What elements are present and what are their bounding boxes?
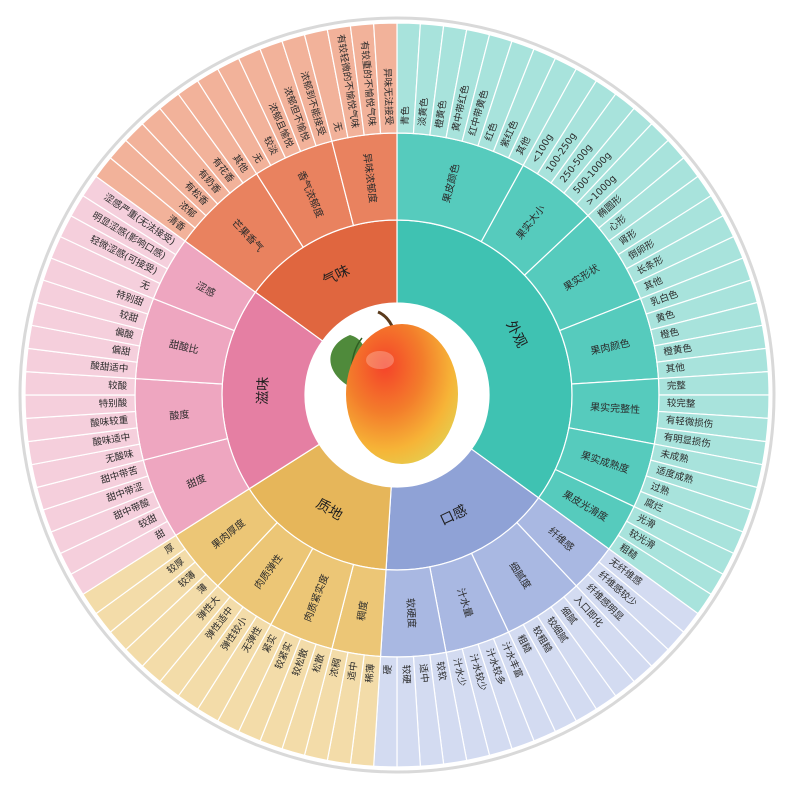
descriptor-label: 淡黄色 (416, 97, 431, 127)
mango-image (305, 303, 489, 487)
descriptor-label: 完整 (667, 379, 687, 392)
subcategory-label: 酸度 (169, 408, 190, 423)
descriptor-label: 较硬 (400, 665, 413, 685)
subcategory-label: 软硬度 (404, 598, 419, 629)
descriptor-label: 较完整 (667, 397, 696, 410)
descriptor-label: 橙色 (659, 326, 681, 342)
subcategory-label: 果实完整性 (590, 400, 641, 416)
descriptor-label: 较甜 (118, 308, 140, 325)
category-label: 滋味 (255, 377, 272, 405)
descriptor-label: 其他 (665, 361, 686, 375)
descriptor-label: 松散 (310, 652, 327, 674)
descriptor-label: 适中 (345, 661, 360, 682)
wheel-segments (24, 22, 770, 768)
descriptor-label: 适中 (417, 663, 431, 683)
descriptor-label: 黄色 (654, 308, 676, 325)
descriptor-label: 青色 (399, 105, 412, 125)
descriptor-segment (373, 22, 398, 135)
descriptor-label: 浓稠 (328, 657, 344, 678)
descriptor-label: 酸甜适中 (90, 360, 129, 376)
descriptor-label: 异味无法接受 (381, 68, 395, 125)
descriptor-label: 酸味较重 (90, 414, 129, 430)
descriptor-label: 酸味适中 (92, 431, 131, 449)
descriptor-label: 硬 (383, 664, 394, 674)
descriptor-label: 无 (331, 121, 344, 133)
descriptor-label: 无 (138, 279, 152, 293)
descriptor-label: 偏甜 (111, 343, 132, 358)
descriptor-label: 较软 (434, 661, 449, 682)
mango-icon (346, 324, 458, 464)
descriptor-label: 特别酸 (98, 397, 127, 410)
descriptor-label: 橙黄色 (433, 99, 449, 130)
descriptor-label: 稀薄 (363, 663, 377, 684)
descriptor-label: 偏酸 (114, 326, 136, 342)
descriptor-label: 较酸 (108, 379, 128, 392)
descriptor-label: 橙黄色 (663, 342, 694, 358)
descriptor-label: 有轻微损伤 (665, 414, 713, 430)
subcategory-label: 稠度 (354, 600, 370, 622)
